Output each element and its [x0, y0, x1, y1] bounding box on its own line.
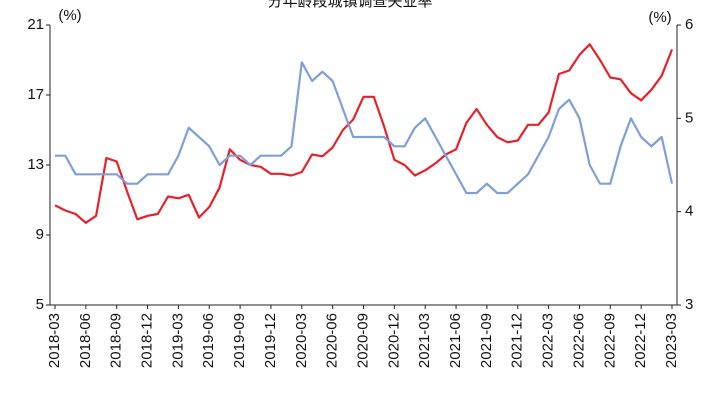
y-tick-label: 5	[36, 296, 44, 313]
y-tick-label: 17	[27, 86, 44, 103]
line-series	[55, 61, 674, 195]
x-tick-label: 2020-09	[354, 313, 371, 368]
x-tick-label: 2018-09	[108, 313, 125, 368]
x-tick-label: 2019-12	[262, 313, 279, 368]
x-tick-label: 2020-12	[385, 313, 402, 368]
x-tick-label: 2021-06	[447, 313, 464, 368]
x-tick-label: 2018-06	[77, 313, 94, 368]
x-tick-label: 2022-12	[632, 313, 649, 368]
x-tick-label: 2019-09	[231, 313, 248, 368]
y2-tick-label: 3	[685, 296, 693, 313]
y-axis-label: (%)	[58, 7, 81, 24]
y-tick-label: 13	[27, 156, 44, 173]
x-tick-label: 2018-12	[139, 313, 156, 368]
y2-tick-label: 5	[685, 109, 693, 126]
y-tick-label: 9	[36, 226, 44, 243]
x-tick-label: 2022-03	[540, 313, 557, 368]
chart-title: 分年龄段城镇调查失业率	[267, 0, 432, 10]
y2-axis-label: (%)	[648, 9, 671, 26]
x-tick-label: 2023-03	[663, 313, 680, 368]
line-series	[54, 43, 674, 224]
y2-tick-label: 6	[685, 16, 693, 33]
x-tick-label: 2021-12	[509, 313, 526, 368]
x-tick-label: 2019-03	[169, 313, 186, 368]
x-tick-label: 2022-06	[570, 313, 587, 368]
x-tick-label: 2022-09	[601, 313, 618, 368]
y-tick-label: 21	[27, 16, 44, 33]
x-tick-label: 2021-09	[478, 313, 495, 368]
x-tick-label: 2019-06	[200, 313, 217, 368]
y2-tick-label: 4	[685, 203, 693, 220]
x-tick-label: 2020-03	[293, 313, 310, 368]
x-tick-label: 2020-06	[324, 313, 341, 368]
x-tick-label: 2021-03	[416, 313, 433, 368]
x-tick-label: 2018-03	[46, 313, 63, 368]
